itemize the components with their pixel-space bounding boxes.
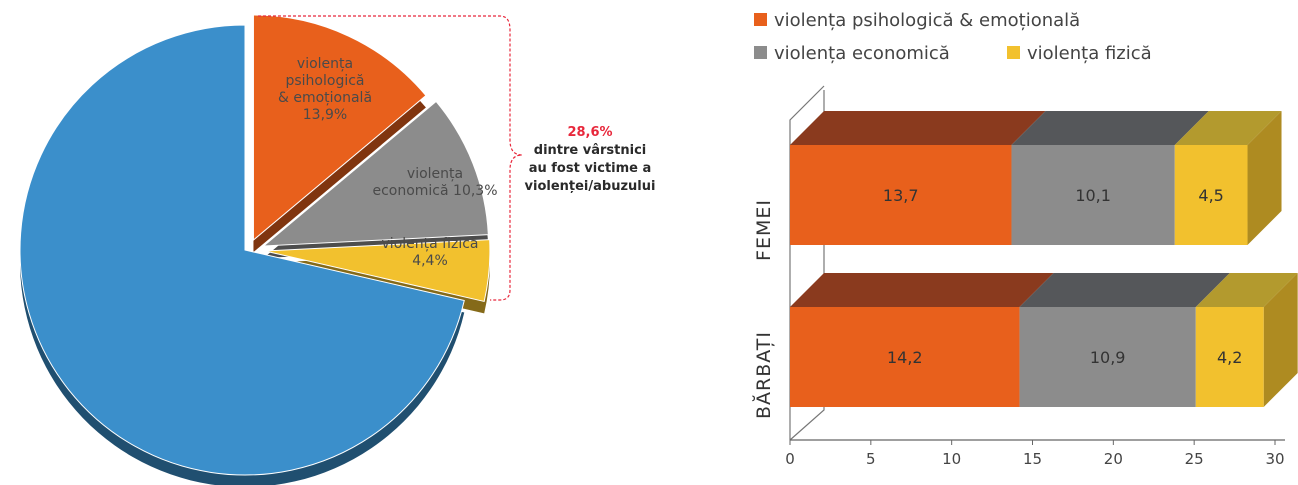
bar-top-brbai-s3: [1195, 273, 1298, 307]
pie-label-violen-a-psihologic-emo-ional-line-1: violența: [297, 56, 353, 72]
pie-label-violen-a-psihologic-emo-ional-line-4: 13,9%: [303, 107, 347, 123]
x-tick-label: 10: [942, 450, 961, 468]
bar-femei-s3: [1174, 145, 1248, 245]
pie-label-violen-a-psihologic-emo-ional-line-3: & emoțională: [278, 90, 372, 106]
legend-swatch-economica: [754, 46, 767, 59]
x-axis: 0 5 10 15 20 25 30: [785, 439, 1285, 468]
pie-slice-violen-a-fizic: [264, 239, 491, 303]
bar-top-femei-s2: [1011, 111, 1209, 145]
pie-label-violen-a-economic-line-2: economică 10,3%: [372, 183, 497, 199]
legend-label-fizica: violența fizică: [1027, 43, 1152, 64]
x-tick-label: 0: [785, 450, 795, 468]
legend-label-psihologica: violența psihologică & emoțională: [774, 10, 1080, 31]
pie-slice-remaining: [19, 24, 465, 476]
pie-slices: [19, 14, 491, 485]
callout-bracket: [258, 15, 523, 301]
bar-top-brbai-s2: [1019, 273, 1230, 307]
callout-line-2: au fost victime a: [529, 161, 652, 176]
bar-brbai-s2: [1019, 307, 1196, 407]
callout-line-1: dintre vârstnici: [534, 143, 646, 158]
bar-top-femei-s3: [1174, 111, 1282, 145]
pie-label-violen-a-economic-line-1: violența: [407, 166, 463, 182]
category-label-femei: FEMEI: [753, 199, 775, 261]
bar-value-label-brbai-s2: 10,9: [1090, 348, 1126, 367]
bar-femei-s1: [790, 145, 1012, 245]
x-tick-label: 30: [1265, 450, 1284, 468]
pie-label-violen-a-fizic-line-2: 4,4%: [412, 253, 448, 269]
x-tick-label: 15: [1023, 450, 1042, 468]
bar-brbai-s3: [1195, 307, 1264, 407]
x-tick-label: 25: [1185, 450, 1204, 468]
pie-slice-violen-a-economic: [262, 100, 489, 247]
legend-swatch-fizica: [1007, 46, 1020, 59]
bar-value-label-femei-s1: 13,7: [883, 186, 919, 205]
bar-femei-s2: [1011, 145, 1175, 245]
bar-side-brbai: [1263, 273, 1298, 407]
bar-brbai-s1: [790, 307, 1020, 407]
legend-swatch-psihologica: [754, 13, 767, 26]
callout-text-group: 28,6% dintre vârstnici au fost victime a…: [525, 125, 656, 194]
x-tick-label: 20: [1104, 450, 1123, 468]
callout-percent: 28,6%: [567, 125, 612, 140]
pie-label-violen-a-fizic-line-1: violența fizică: [382, 236, 479, 252]
legend: violența psihologică & emoțională violen…: [754, 10, 1152, 64]
callout-line-3: violenței/abuzului: [525, 179, 656, 194]
bar-top-brbai-s1: [790, 273, 1054, 307]
bar-top-femei-s1: [790, 111, 1046, 145]
bar-value-label-femei-s3: 4,5: [1198, 186, 1223, 205]
bar-value-label-brbai-s3: 4,2: [1217, 348, 1242, 367]
x-tick-label: 5: [866, 450, 876, 468]
bar-value-label-femei-s2: 10,1: [1075, 186, 1111, 205]
bars: 13,7 10,1 4,5 14,2 10,9 4,2: [790, 111, 1298, 407]
legend-label-economica: violența economică: [774, 43, 950, 64]
category-label-barbati: BĂRBAȚI: [751, 331, 775, 419]
bar-value-label-brbai-s1: 14,2: [887, 348, 923, 367]
bar-side-femei: [1247, 111, 1282, 245]
pie-label-violen-a-psihologic-emo-ional-line-2: psihologică: [285, 73, 364, 89]
bar-chart: violența psihologică & emoțională violen…: [751, 10, 1298, 468]
